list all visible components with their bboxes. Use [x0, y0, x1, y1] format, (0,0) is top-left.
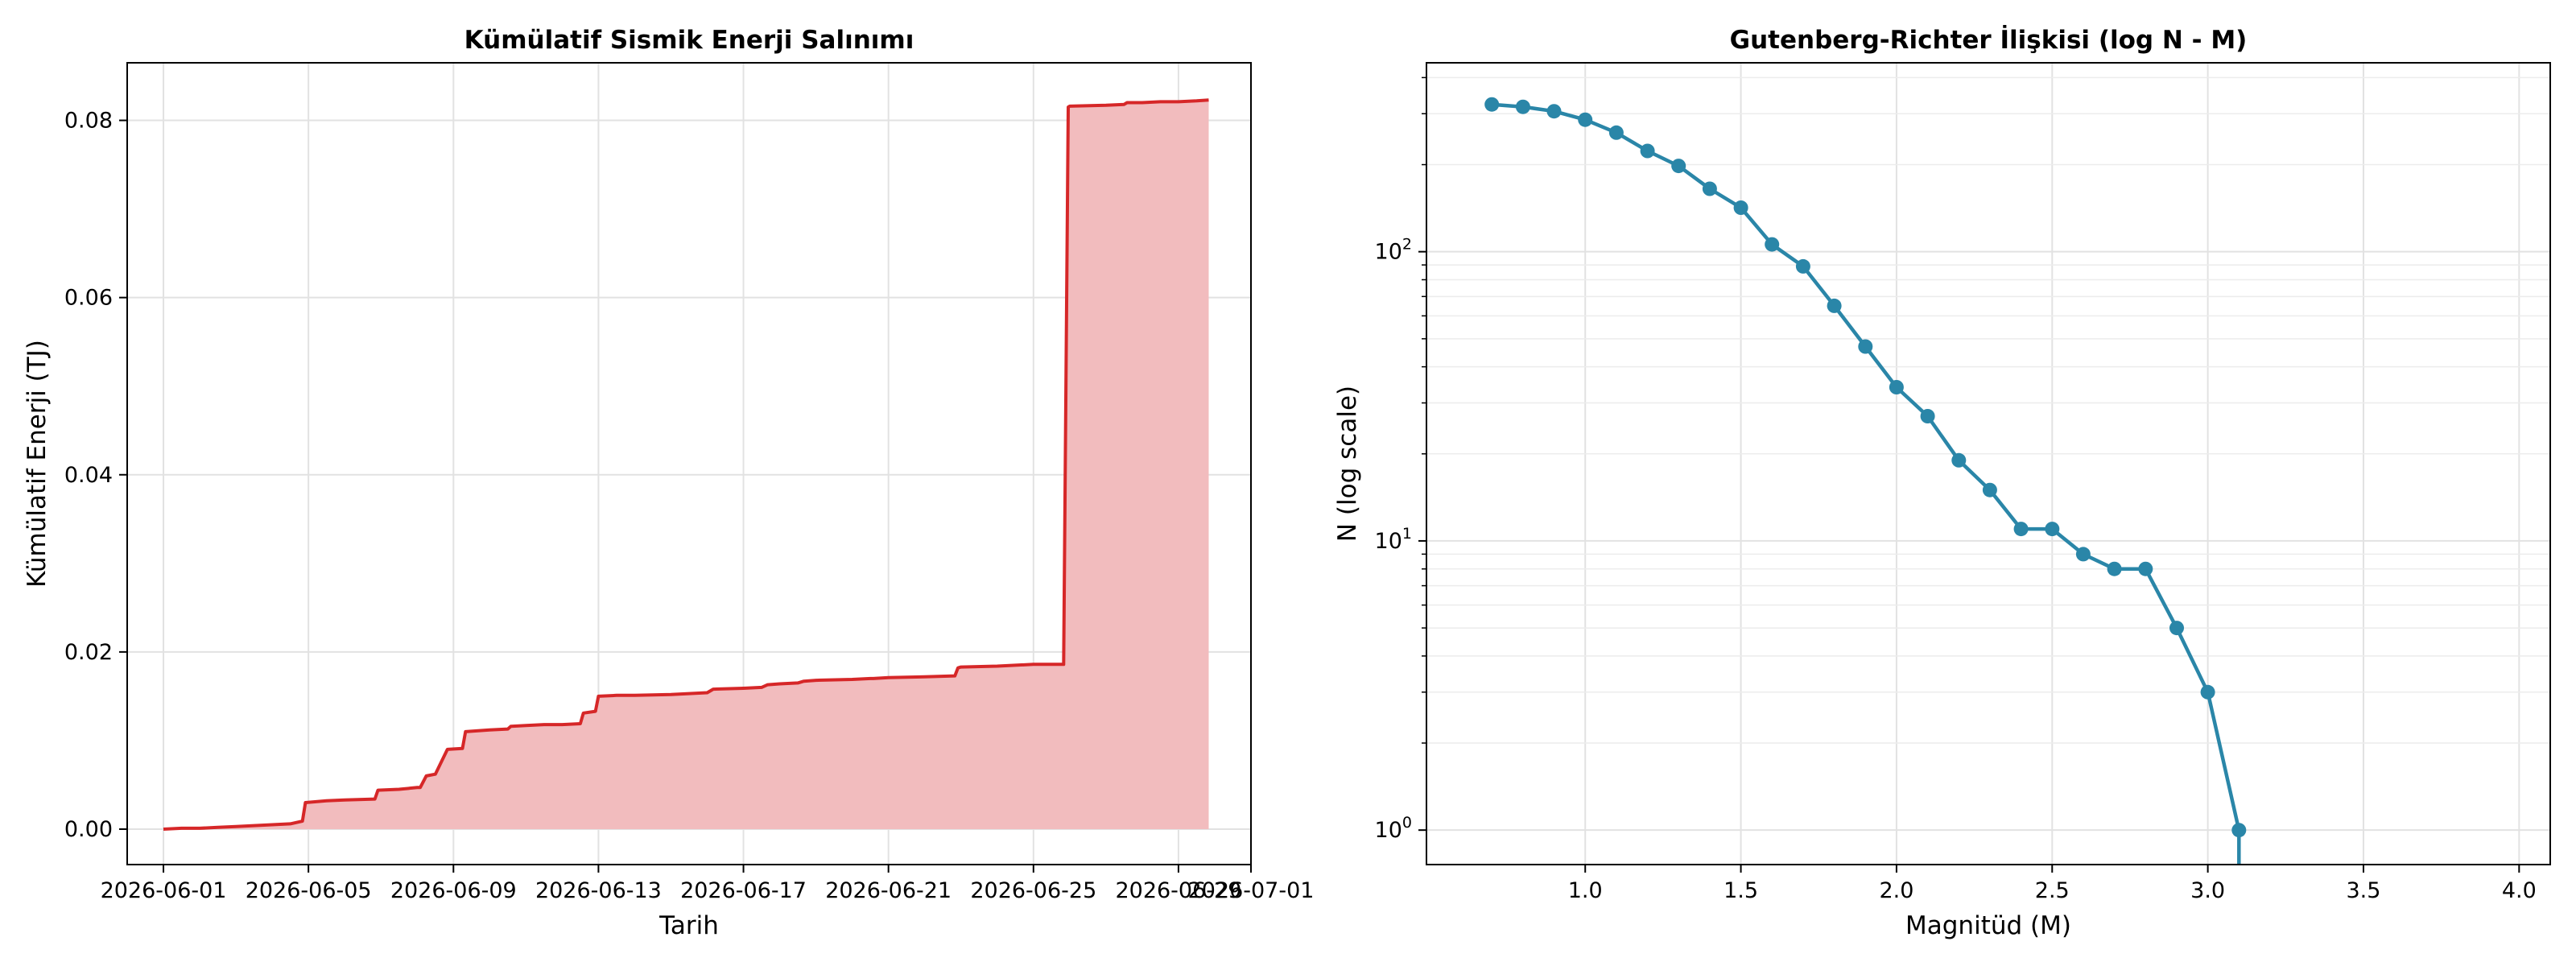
gutenberg-richter-chart-x-label: Magnitüd (M): [1905, 911, 2071, 940]
gr-data-point: [2138, 561, 2153, 576]
energy-chart-frame: [126, 62, 1252, 865]
gr-chart-y-tick-label: 100: [1375, 814, 1412, 843]
gr-chart-y-tick-label: 102: [1375, 236, 1412, 265]
energy-chart-area-layer: [163, 98, 1209, 831]
energy-chart-x-label: Tarih: [658, 911, 719, 940]
gr-data-point: [1640, 143, 1655, 159]
gr-data-point: [2107, 561, 2122, 576]
gr-data-point: [2075, 547, 2091, 562]
gr-data-point: [1484, 97, 1500, 112]
energy-area-fill: [163, 100, 1209, 829]
gr-chart-y-tick-label: 101: [1375, 525, 1412, 554]
gr-data-point: [1889, 380, 1904, 394]
energy-chart-x-tick-label: 2026-06-13: [535, 878, 662, 903]
energy-chart-x-tick-label: 2026-06-29: [1115, 878, 1241, 903]
gutenberg-richter-chart-frame: [1426, 62, 2551, 865]
energy-chart-y-tick-label: 0.02: [64, 640, 113, 665]
gr-chart-y-tick-exp: 1: [1402, 525, 1412, 543]
gr-data-point: [1608, 125, 1624, 140]
gr-data-point: [2169, 621, 2184, 636]
gr-chart-x-tick-label: 1.5: [1724, 878, 1758, 903]
energy-chart-y-label: Kümülatif Enerji (TJ): [23, 340, 52, 588]
gr-data-point: [1858, 339, 1873, 354]
gutenberg-richter-chart-title: Gutenberg-Richter İlişkisi (log N - M): [1730, 26, 2248, 55]
gr-data-point: [2231, 823, 2247, 838]
gr-chart-y-tick-base: 10: [1375, 240, 1402, 265]
gr-chart-x-tick-label: 2.5: [2035, 878, 2070, 903]
gr-data-point: [1920, 409, 1935, 423]
energy-chart-x-tick-label: 2026-06-25: [970, 878, 1096, 903]
gr-chart-y-tick-exp: 2: [1402, 236, 1412, 254]
gr-data-point: [1982, 482, 1997, 497]
gr-data-point: [1795, 258, 1810, 274]
gr-data-point: [2045, 522, 2060, 537]
gutenberg-richter-chart-grid: [1426, 63, 2550, 865]
energy-chart-y-tick-label: 0.00: [64, 817, 113, 842]
gr-chart-x-tick-label: 1.0: [1568, 878, 1603, 903]
energy-chart-x-tick-label: 2026-07-01: [1188, 878, 1315, 903]
energy-line: [163, 98, 1209, 831]
gr-chart-y-tick-base: 10: [1375, 818, 1402, 843]
energy-chart-ticks: 2026-06-01 2026-06-05 2026-06-09 2026-06-13…: [64, 109, 1315, 903]
gr-chart-x-tick-label: 3.5: [2347, 878, 2381, 903]
energy-chart-x-tick-label: 2026-06-09: [390, 878, 517, 903]
energy-chart-x-tick-label: 2026-06-21: [825, 878, 952, 903]
energy-chart: 2026-06-01 2026-06-05 2026-06-09 2026-06-13…: [23, 26, 1314, 940]
gr-data-point: [1702, 181, 1717, 196]
gr-chart-y-tick-base: 10: [1375, 529, 1402, 554]
energy-chart-title: Kümülatif Sismik Enerji Salınımı: [464, 26, 914, 55]
energy-chart-y-tick-label: 0.06: [64, 286, 113, 311]
gutenberg-richter-chart-y-label: N (log scale): [1333, 386, 1362, 542]
gr-data-point: [1671, 159, 1686, 174]
energy-chart-x-tick-label: 2026-06-05: [246, 878, 372, 903]
gr-data-point: [1733, 200, 1748, 215]
gr-data-point: [1578, 112, 1593, 127]
gr-data-point: [1827, 298, 1842, 313]
gr-data-point: [2200, 684, 2215, 700]
energy-chart-x-tick-label: 2026-06-17: [680, 878, 807, 903]
gr-chart-y-tick-exp: 0: [1402, 814, 1412, 832]
gr-chart-x-tick-label: 3.0: [2190, 878, 2225, 903]
gr-data-point: [2013, 522, 2029, 537]
gr-data-point: [1515, 99, 1530, 114]
gr-chart-x-tick-label: 2.0: [1879, 878, 1913, 903]
gr-data-point: [1546, 104, 1562, 119]
gutenberg-richter-series-layer: [1484, 97, 2247, 865]
gr-data-point: [1951, 452, 1967, 468]
gr-chart-x-tick-label: 4.0: [2502, 878, 2537, 903]
energy-chart-y-tick-label: 0.04: [64, 463, 113, 488]
energy-chart-y-tick-label: 0.08: [64, 109, 113, 134]
energy-chart-x-tick-label: 2026-06-01: [101, 878, 227, 903]
gr-data-point: [1765, 237, 1780, 252]
